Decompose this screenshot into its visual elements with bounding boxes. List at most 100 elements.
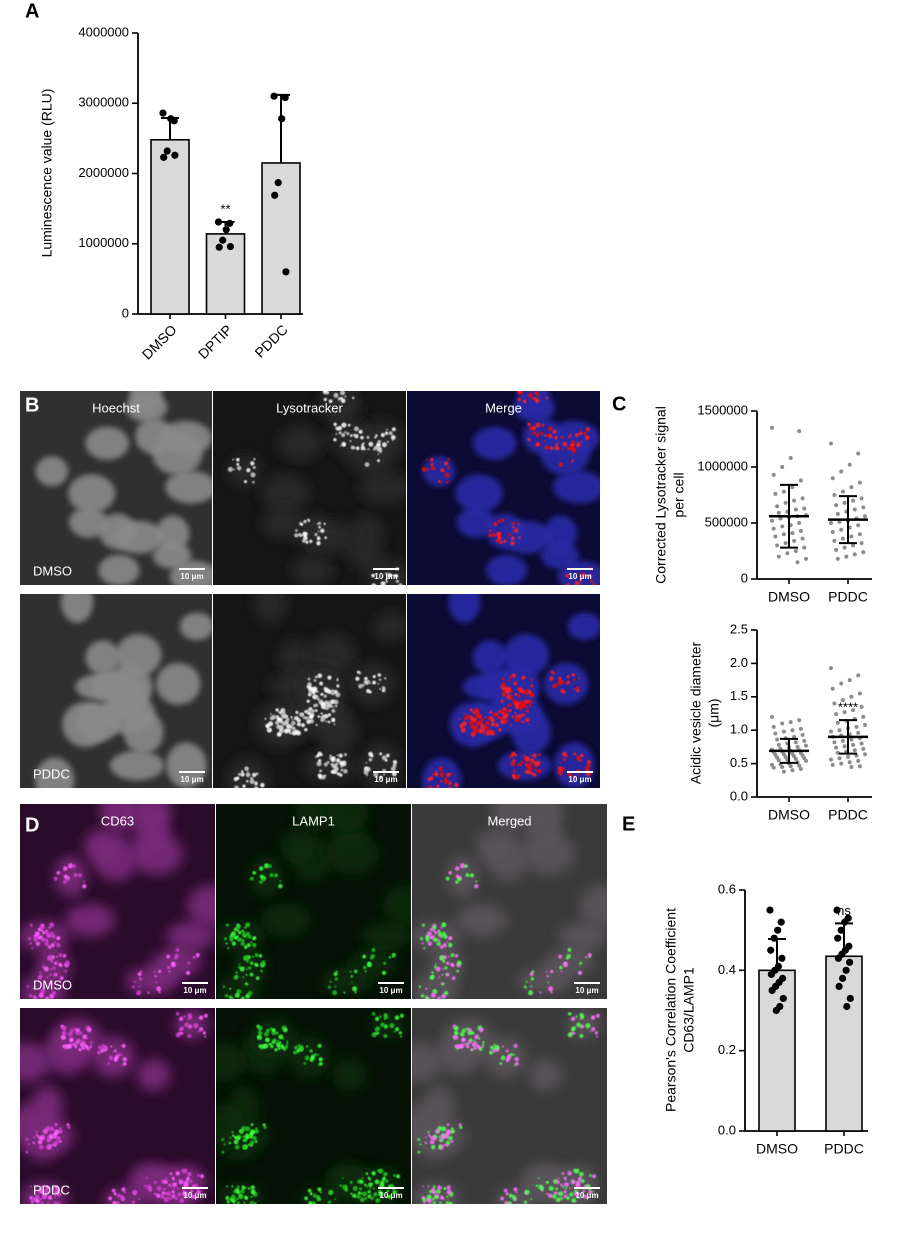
- punctum: [574, 1192, 580, 1197]
- punctum: [239, 1188, 245, 1194]
- punctum: [436, 1130, 440, 1133]
- punctum: [247, 791, 250, 794]
- punctum: [515, 1191, 518, 1194]
- punctum: [578, 1197, 580, 1199]
- data-point: [788, 456, 793, 461]
- microscopy-image: [213, 391, 406, 585]
- punctum: [431, 976, 434, 979]
- punctum: [253, 786, 259, 788]
- cell: [35, 757, 75, 788]
- punctum: [250, 961, 254, 965]
- punctum: [444, 461, 449, 466]
- cell: [52, 1018, 102, 1059]
- punctum: [479, 732, 482, 734]
- punctum: [589, 1174, 592, 1177]
- channel-title: CD63: [101, 813, 134, 828]
- punctum: [474, 1041, 478, 1044]
- punctum: [435, 770, 438, 773]
- scale-bar-label: 10 μm: [575, 986, 598, 995]
- punctum: [335, 433, 338, 436]
- data-point: [767, 946, 775, 954]
- cell: [327, 804, 368, 833]
- punctum: [350, 975, 353, 978]
- punctum: [521, 702, 527, 708]
- punctum: [501, 682, 506, 687]
- punctum: [506, 695, 509, 698]
- punctum: [505, 1193, 509, 1196]
- punctum: [35, 1185, 38, 1188]
- punctum: [529, 692, 535, 698]
- punctum: [228, 1206, 230, 1208]
- punctum: [527, 438, 531, 442]
- punctum: [44, 1130, 48, 1133]
- punctum: [525, 980, 528, 983]
- punctum: [37, 1139, 43, 1145]
- punctum: [56, 1205, 58, 1207]
- punctum: [198, 1030, 200, 1033]
- punctum: [388, 431, 393, 436]
- punctum: [377, 447, 382, 451]
- punctum: [175, 1011, 180, 1016]
- punctum: [250, 941, 253, 944]
- punctum: [381, 1177, 386, 1182]
- punctum: [525, 692, 529, 696]
- punctum: [184, 1022, 189, 1028]
- punctum: [429, 1139, 435, 1145]
- y-axis-label: Pearson's Correlation Coefficient: [663, 908, 679, 1112]
- punctum: [116, 1193, 121, 1198]
- microscopy-image: [20, 594, 212, 788]
- punctum: [372, 675, 376, 679]
- punctum: [139, 970, 143, 974]
- punctum: [258, 1030, 262, 1035]
- punctum: [563, 961, 568, 966]
- data-point: [834, 745, 839, 750]
- punctum: [513, 1043, 518, 1048]
- punctum: [444, 966, 448, 970]
- cell: [321, 967, 368, 995]
- punctum: [494, 723, 499, 728]
- punctum: [263, 1043, 269, 1049]
- punctum: [517, 762, 522, 767]
- punctum: [535, 432, 540, 438]
- punctum: [138, 977, 142, 981]
- punctum: [236, 776, 240, 780]
- punctum: [254, 953, 259, 958]
- punctum: [73, 1027, 77, 1031]
- punctum: [458, 717, 461, 720]
- punctum: [258, 1027, 263, 1031]
- punctum: [122, 1057, 127, 1062]
- punctum: [443, 1143, 447, 1146]
- punctum: [377, 673, 381, 677]
- punctum: [64, 960, 70, 966]
- punctum: [147, 1186, 152, 1191]
- punctum: [108, 1055, 114, 1061]
- data-point: [829, 521, 833, 525]
- data-point: [771, 765, 776, 770]
- punctum: [280, 726, 284, 730]
- data-point: [800, 732, 805, 737]
- data-point: [779, 994, 787, 1003]
- punctum: [323, 1205, 326, 1208]
- punctum: [317, 1064, 320, 1067]
- punctum: [132, 1189, 138, 1195]
- punctum: [56, 936, 61, 941]
- punctum: [189, 1025, 192, 1028]
- punctum: [500, 719, 506, 725]
- punctum: [322, 1207, 324, 1209]
- punctum: [274, 1048, 278, 1052]
- punctum: [525, 700, 529, 703]
- punctum: [369, 1196, 374, 1201]
- punctum: [385, 572, 388, 575]
- punctum: [569, 1192, 574, 1197]
- punctum: [73, 873, 78, 878]
- punctum: [446, 480, 449, 484]
- punctum: [261, 877, 266, 882]
- punctum: [82, 1034, 88, 1040]
- punctum: [48, 982, 52, 985]
- punctum: [371, 1011, 376, 1016]
- punctum: [584, 956, 588, 959]
- data-point: [859, 741, 864, 746]
- punctum: [439, 772, 445, 778]
- punctum: [521, 720, 525, 724]
- data-point: [847, 760, 852, 765]
